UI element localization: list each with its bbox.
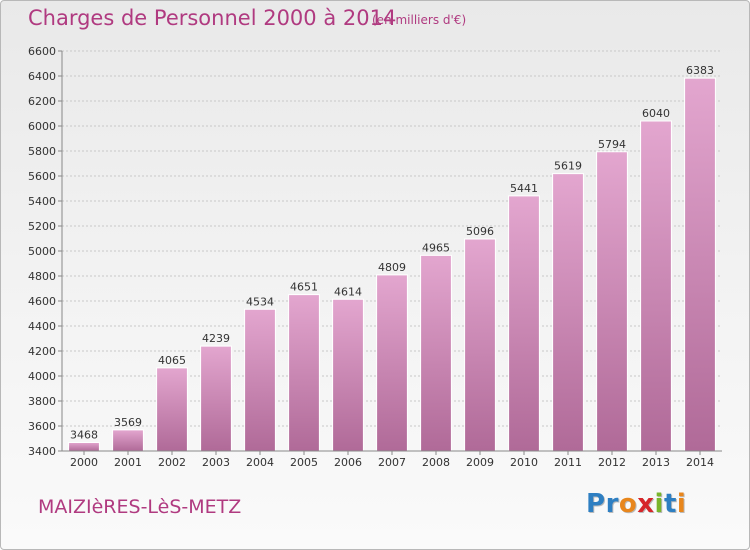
y-tick-label: 4400 [28, 320, 56, 333]
bar [684, 77, 716, 452]
y-tick-label: 4800 [28, 270, 56, 283]
data-labels: 3468 3569 4065 4239 4534 4651 4614 4809 4965 5096… [70, 64, 714, 441]
x-tick-label: 2008 [422, 456, 450, 469]
x-tick-label: 2014 [686, 456, 714, 469]
chart-subtitle: (en milliers d'€) [372, 13, 467, 27]
x-tick-label: 2012 [598, 456, 626, 469]
bar [288, 294, 320, 452]
data-label: 3569 [114, 416, 142, 429]
x-tick-label: 2003 [202, 456, 230, 469]
x-tick-label: 2013 [642, 456, 670, 469]
x-tick-label: 2006 [334, 456, 362, 469]
bar [464, 238, 496, 452]
data-label: 4809 [378, 261, 406, 274]
logo-letter: i [676, 489, 687, 519]
x-tick-label: 2000 [70, 456, 98, 469]
commune-name: MAIZIèRES-LèS-METZ [38, 496, 242, 518]
bar [552, 173, 584, 452]
bar [508, 195, 540, 452]
y-tick-label: 6000 [28, 120, 56, 133]
data-label: 4534 [246, 295, 274, 308]
bars [68, 77, 716, 452]
data-label: 4614 [334, 285, 362, 298]
data-label: 5441 [510, 182, 538, 195]
y-tick-label: 3400 [28, 445, 56, 458]
y-tick-label: 5600 [28, 170, 56, 183]
data-label: 4065 [158, 354, 186, 367]
logo-letter: t [663, 489, 677, 519]
bar [200, 345, 232, 452]
data-label: 6383 [686, 64, 714, 77]
logo-letter: o [618, 489, 638, 519]
bar [244, 308, 276, 452]
y-tick-label: 4000 [28, 370, 56, 383]
x-tick-label: 2004 [246, 456, 274, 469]
bar [376, 274, 408, 452]
y-tick-label: 5000 [28, 245, 56, 258]
data-label: 3468 [70, 429, 98, 442]
axes: 3400 3600 3800 4000 4200 4400 4600 4800 5000 5200… [28, 45, 722, 469]
bar [640, 120, 672, 452]
x-tick-label: 2007 [378, 456, 406, 469]
proxiti-logo: Proxiti [586, 489, 686, 519]
chart-title: Charges de Personnel 2000 à 2014 [28, 6, 397, 30]
y-tick-label: 4200 [28, 345, 56, 358]
bar [112, 429, 144, 452]
y-tick-label: 5800 [28, 145, 56, 158]
logo-letter: r [605, 489, 619, 519]
data-label: 4239 [202, 332, 230, 345]
y-tick-label: 6400 [28, 70, 56, 83]
bar [596, 151, 628, 452]
y-tick-label: 6600 [28, 45, 56, 58]
data-label: 5794 [598, 138, 626, 151]
bar [420, 254, 452, 452]
x-tick-label: 2011 [554, 456, 582, 469]
y-tick-label: 3800 [28, 395, 56, 408]
logo-letter: i [654, 489, 664, 519]
x-tick-label: 2002 [158, 456, 186, 469]
data-label: 4965 [422, 241, 450, 254]
data-label: 6040 [642, 107, 670, 120]
logo-letter: P [586, 489, 606, 519]
y-tick-label: 4600 [28, 295, 56, 308]
x-tick-label: 2001 [114, 456, 142, 469]
x-tick-label: 2010 [510, 456, 538, 469]
logo-letter: x [637, 489, 655, 519]
x-tick-label: 2009 [466, 456, 494, 469]
data-label: 5619 [554, 160, 582, 173]
y-tick-label: 6200 [28, 95, 56, 108]
bar [68, 442, 100, 452]
bar [332, 298, 364, 452]
data-label: 4651 [290, 281, 318, 294]
x-tick-label: 2005 [290, 456, 318, 469]
data-label: 5096 [466, 225, 494, 238]
y-tick-label: 3600 [28, 420, 56, 433]
bar [156, 367, 188, 452]
y-tick-label: 5400 [28, 195, 56, 208]
y-tick-label: 5200 [28, 220, 56, 233]
